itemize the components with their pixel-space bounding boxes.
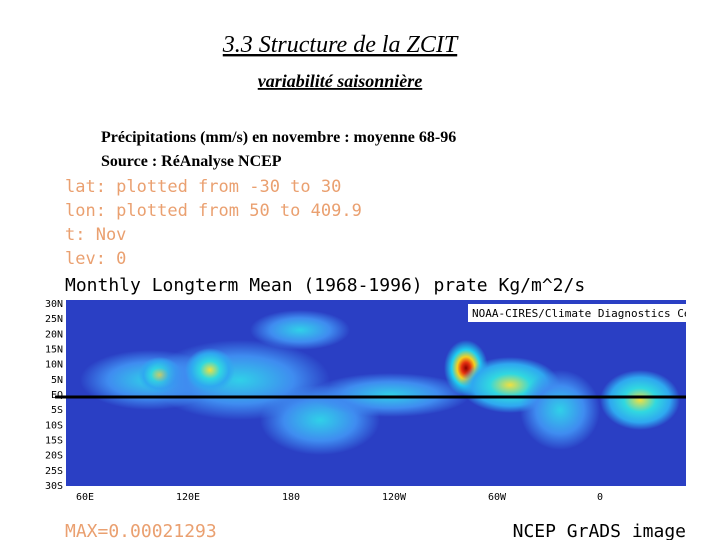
map-title: Monthly Longterm Mean (1968-1996) prate …: [65, 275, 585, 296]
max-value: MAX=0.00021293: [65, 521, 217, 540]
lon-label: 180: [282, 492, 300, 503]
lon-label: 60W: [488, 492, 507, 503]
plot-info: t: Nov: [65, 225, 126, 245]
lon-label: 0: [597, 492, 603, 503]
image-footer: NCEP GrADS image: [513, 521, 686, 540]
lat-label: 10N: [45, 360, 63, 371]
slide-title: 3.3 Structure de la ZCIT: [222, 32, 459, 58]
slide-subtitle: variabilité saisonnière: [258, 71, 423, 91]
lon-label: 120E: [176, 492, 200, 503]
lat-label: EQ: [51, 390, 63, 401]
lat-label: 20N: [45, 329, 63, 340]
caption-line: Source : RéAnalyse NCEP: [101, 153, 282, 170]
lat-label: 10S: [45, 420, 63, 431]
lat-label: 25N: [45, 314, 63, 325]
lat-label: 20S: [45, 451, 63, 462]
lat-label: 25S: [45, 466, 63, 477]
lat-label: 5S: [51, 405, 63, 416]
lat-label: 30N: [45, 299, 63, 310]
precipitation-map: NOAA-CIRES/Climate Diagnostics Center: [66, 300, 717, 486]
caption-line: Précipitations (mm/s) en novembre : moye…: [101, 129, 456, 146]
lon-label: 60E: [76, 492, 94, 503]
plot-info: lon: plotted from 50 to 409.9: [65, 201, 362, 221]
lat-label: 15N: [45, 345, 63, 356]
lon-label: 120W: [382, 492, 407, 503]
lat-label: 15S: [45, 436, 63, 447]
lat-label: 5N: [51, 375, 63, 386]
map-credit: NOAA-CIRES/Climate Diagnostics Center: [472, 307, 717, 320]
lat-label: 30S: [45, 481, 63, 492]
plot-info: lat: plotted from -30 to 30: [65, 177, 341, 197]
plot-info: lev: 0: [65, 249, 126, 269]
